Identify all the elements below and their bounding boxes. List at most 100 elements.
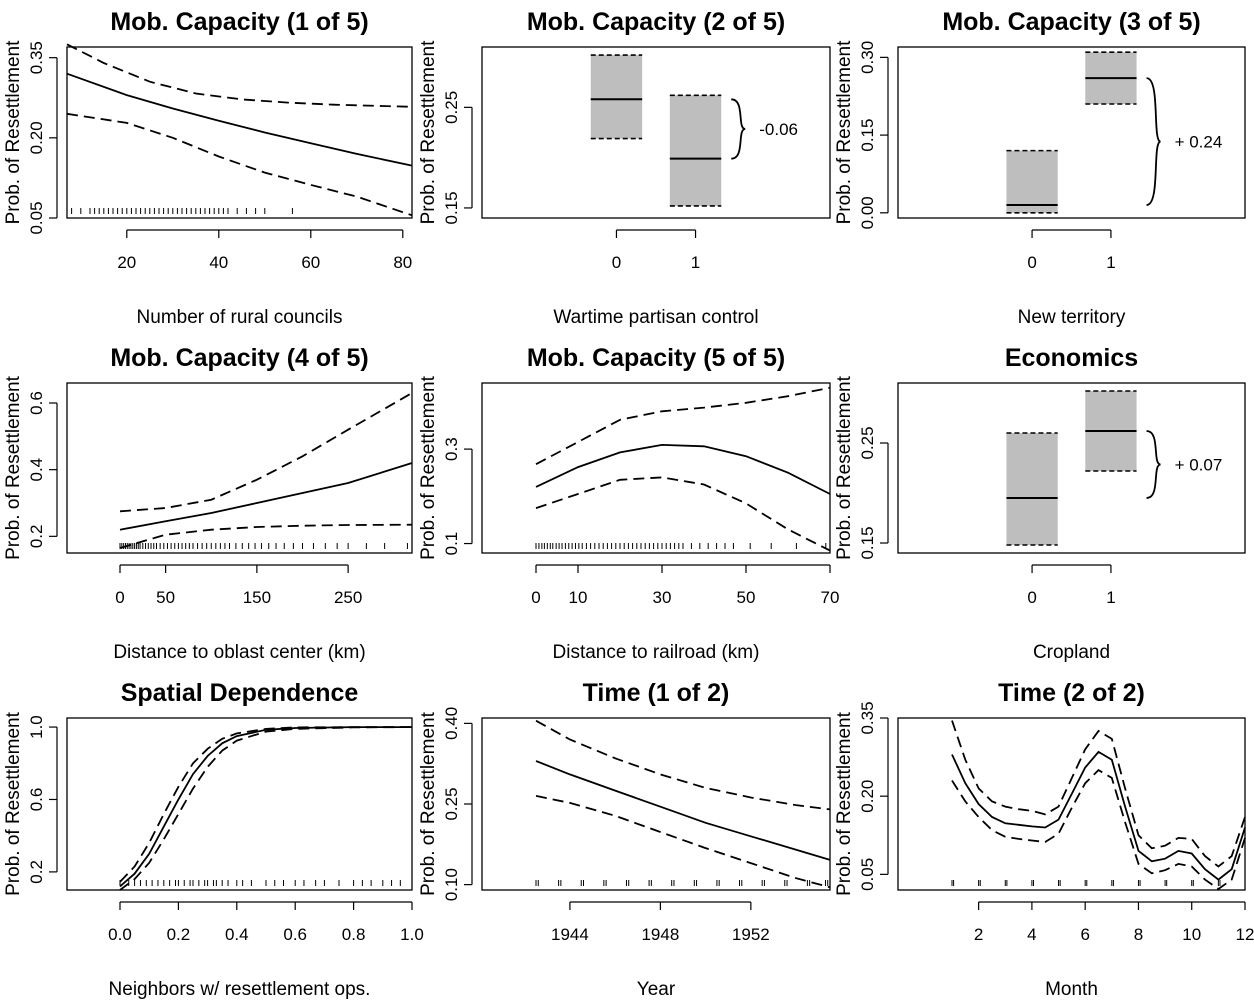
x-tick-label: 1	[1106, 588, 1115, 607]
panel-title: Mob. Capacity (1 of 5)	[110, 8, 368, 36]
plot-frame	[897, 46, 1246, 219]
confidence-band-line	[119, 726, 412, 883]
y-tick-label: 0.20	[27, 121, 46, 154]
estimate-line	[119, 726, 412, 888]
y-axis-label: Prob. of Resettlement	[834, 40, 855, 224]
x-tick-label: 50	[156, 588, 175, 607]
panel-title: Time (1 of 2)	[583, 679, 730, 707]
y-tick-label: 0.15	[442, 191, 461, 224]
plot-frame	[897, 717, 1246, 891]
y-tick-label: 0.2	[27, 525, 46, 549]
y-axis-label: Prob. of Resettlement	[418, 40, 439, 224]
panel-p3: Mob. Capacity (3 of 5) Prob. of Resettlem…	[834, 8, 1246, 328]
y-tick-label: 1.0	[27, 715, 46, 739]
estimate-line	[119, 462, 413, 531]
confidence-band-line	[119, 523, 413, 549]
plot-frame	[66, 382, 413, 554]
x-tick-label: 0	[1027, 588, 1036, 607]
x-tick-label: 0.0	[108, 925, 132, 944]
panel-title: Spatial Dependence	[121, 679, 359, 707]
x-tick-label: 4	[1027, 925, 1036, 944]
confidence-box	[590, 55, 643, 139]
difference-label: + 0.07	[1175, 456, 1223, 475]
plot-frame	[66, 46, 413, 219]
confidence-box	[669, 95, 722, 206]
y-tick-label: 0.15	[858, 119, 877, 152]
y-axis-label: Prob. of Resettlement	[3, 375, 24, 559]
plot-frame	[66, 717, 413, 891]
panel-p6: Economics Prob. of Resettlement Cropland 0.…	[834, 344, 1246, 663]
confidence-band-line	[535, 719, 831, 811]
panel-title: Mob. Capacity (5 of 5)	[527, 344, 785, 372]
panel-title: Mob. Capacity (2 of 5)	[527, 8, 785, 36]
panel-p1: Mob. Capacity (1 of 5) Prob. of Resettlem…	[3, 8, 413, 328]
x-tick-label: 0.6	[283, 925, 307, 944]
x-tick-label: 6	[1080, 925, 1089, 944]
x-axis-label: New territory	[1018, 307, 1126, 328]
panel-title: Economics	[1005, 344, 1138, 372]
x-tick-label: 250	[334, 588, 362, 607]
difference-brace	[1146, 430, 1161, 499]
estimate-line	[66, 72, 413, 167]
y-tick-label: 0.4	[27, 458, 46, 482]
confidence-band-line	[535, 795, 831, 889]
y-tick-label: 0.40	[442, 707, 461, 740]
y-tick-label: 0.6	[27, 788, 46, 812]
confidence-band-line	[66, 43, 413, 108]
x-tick-label: 0.2	[167, 925, 191, 944]
y-tick-label: 0.05	[27, 201, 46, 234]
x-axis-label: Neighbors w/ resettlement ops.	[109, 979, 371, 1000]
x-tick-label: 1	[691, 253, 700, 272]
x-axis-label: Year	[637, 979, 676, 1000]
x-tick-label: 70	[821, 588, 840, 607]
y-tick-label: 0.05	[858, 858, 877, 891]
y-tick-label: 0.30	[858, 41, 877, 74]
panel-title: Mob. Capacity (4 of 5)	[110, 344, 368, 372]
y-axis-label: Prob. of Resettlement	[834, 375, 855, 559]
x-tick-label: 30	[653, 588, 672, 607]
x-axis-label: Cropland	[1033, 642, 1110, 663]
x-tick-label: 2	[974, 925, 983, 944]
y-tick-label: 0.2	[27, 860, 46, 884]
confidence-band-line	[66, 112, 413, 217]
plot-frame	[481, 46, 831, 219]
difference-label: -0.06	[759, 120, 798, 139]
x-tick-label: 1948	[641, 925, 679, 944]
plot-frame	[481, 382, 831, 554]
x-tick-label: 1	[1106, 253, 1115, 272]
x-tick-label: 0	[1027, 253, 1036, 272]
estimate-line	[535, 443, 831, 495]
x-tick-label: 20	[117, 253, 136, 272]
y-axis-label: Prob. of Resettlement	[418, 711, 439, 895]
y-tick-label: 0.35	[27, 41, 46, 74]
x-tick-label: 1944	[551, 925, 589, 944]
plot-frame	[897, 382, 1246, 554]
plot-frame	[481, 717, 831, 891]
x-tick-label: 8	[1134, 925, 1143, 944]
y-tick-label: 0.1	[442, 532, 461, 556]
panel-p2: Mob. Capacity (2 of 5) Prob. of Resettlem…	[418, 8, 831, 328]
y-axis-label: Prob. of Resettlement	[418, 375, 439, 559]
panel-p4: Mob. Capacity (4 of 5) Prob. of Resettlem…	[3, 344, 413, 663]
x-tick-label: 10	[569, 588, 588, 607]
panel-p5: Mob. Capacity (5 of 5) Prob. of Resettlem…	[418, 344, 839, 663]
x-tick-label: 150	[243, 588, 271, 607]
x-tick-label: 0	[531, 588, 540, 607]
confidence-band-line	[951, 768, 1246, 891]
confidence-band-line	[119, 726, 413, 891]
y-tick-label: 0.15	[858, 526, 877, 559]
y-tick-label: 0.25	[442, 787, 461, 820]
x-tick-label: 0	[612, 253, 621, 272]
y-axis-label: Prob. of Resettlement	[3, 40, 24, 224]
x-axis-label: Distance to railroad (km)	[553, 642, 760, 663]
x-tick-label: 40	[209, 253, 228, 272]
difference-brace	[731, 98, 746, 160]
x-tick-label: 1.0	[400, 925, 424, 944]
x-tick-label: 50	[737, 588, 756, 607]
panel-p9: Time (2 of 2) Prob. of Resettlement Month 0…	[834, 679, 1254, 1000]
panel-title: Mob. Capacity (3 of 5)	[942, 8, 1200, 36]
estimate-line	[951, 750, 1246, 881]
y-axis-label: Prob. of Resettlement	[834, 711, 855, 895]
y-tick-label: 0.3	[442, 437, 461, 461]
